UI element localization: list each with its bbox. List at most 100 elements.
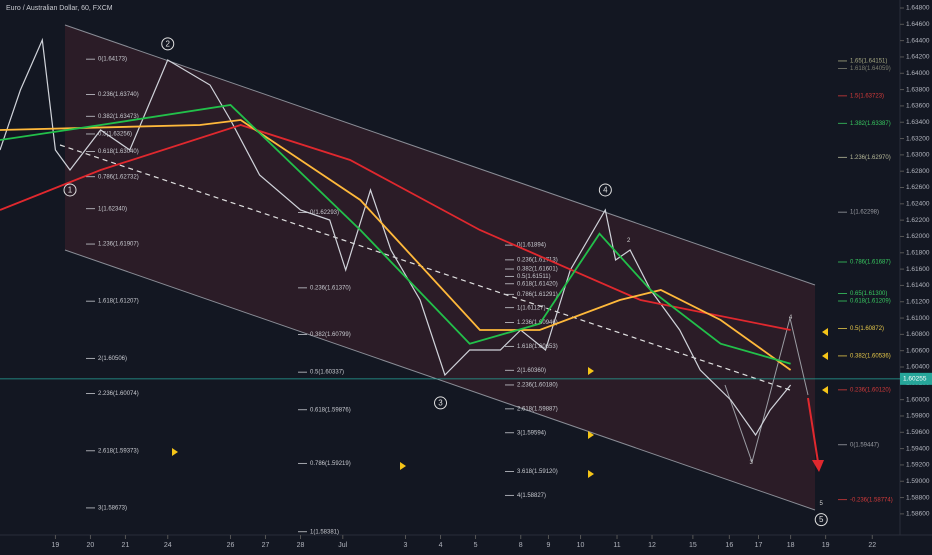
fib-label: 0.786(1.61291): [517, 292, 558, 298]
fib-label: 1(1.62340): [98, 206, 127, 212]
fib-label: 0.786(1.62732): [98, 174, 139, 180]
fib-label: 1(1.58381): [310, 529, 339, 535]
subwave-label: 3: [750, 460, 754, 466]
fib-label: 0.5(1.63256): [98, 132, 132, 138]
fib-label: 0.618(1.61420): [517, 281, 558, 287]
y-tick-label: 1.60800: [906, 331, 930, 338]
fib-label: 2.236(1.60180): [517, 383, 558, 389]
wave-circle: [63, 183, 77, 197]
y-tick-label: 1.60000: [906, 396, 930, 403]
x-tick-label: 26: [227, 542, 235, 549]
y-tick-label: 1.62200: [906, 217, 930, 224]
arrow: [822, 352, 828, 360]
x-tick-label: 12: [648, 542, 656, 549]
x-tick-label: 24: [164, 542, 172, 549]
y-tick-label: 1.64600: [906, 21, 930, 28]
arrow: [822, 328, 828, 336]
fib-label: 0(1.64173): [98, 57, 127, 63]
y-tick-label: 1.61000: [906, 315, 930, 322]
fib-label: 0(1.61894): [517, 243, 546, 249]
x-tick-label: 11: [613, 542, 620, 549]
y-tick-label: 1.60400: [906, 364, 930, 371]
y-tick-label: 1.58600: [906, 511, 930, 518]
fib-label: 0.236(1.60120): [850, 387, 891, 393]
fib-label: 0.65(1.61300): [850, 291, 887, 297]
fib-label: 1.618(1.61207): [98, 299, 139, 305]
fib-label: -0.236(1.58774): [850, 497, 893, 503]
fib-label: 0(1.62293): [310, 210, 339, 216]
x-tick-label: 3: [404, 542, 408, 549]
y-tick-label: 1.59600: [906, 429, 930, 436]
series-line: [0, 104, 791, 365]
y-tick-label: 1.59000: [906, 478, 930, 485]
series-line: [0, 37, 792, 437]
last-price-label: 1.60255: [903, 376, 927, 383]
x-tick-label: 19: [52, 542, 60, 549]
y-tick-label: 1.60600: [906, 347, 930, 354]
fib-label: 0.786(1.59219): [310, 461, 351, 467]
y-tick-label: 1.59200: [906, 462, 930, 469]
fib-label: 0.618(1.63040): [98, 149, 139, 155]
x-tick-label: 10: [577, 542, 585, 549]
x-tick-label: 21: [122, 542, 130, 549]
x-tick-label: 5: [474, 542, 478, 549]
wave-label: 4: [603, 186, 608, 195]
fib-label: 0.5(1.60872): [850, 326, 884, 332]
wave-label: 5: [819, 515, 824, 524]
y-tick-label: 1.61400: [906, 282, 930, 289]
y-tick-label: 1.63400: [906, 119, 930, 126]
arrows: [172, 328, 828, 478]
fib-label: 2.236(1.60074): [98, 391, 139, 397]
y-tick-label: 1.63800: [906, 86, 930, 93]
y-tick-label: 1.64400: [906, 37, 930, 44]
fib-label: 1.236(1.60946): [517, 320, 558, 326]
y-tick-label: 1.59800: [906, 413, 930, 420]
fib-label: 1.5(1.63723): [850, 93, 884, 99]
series-line: [0, 124, 791, 331]
fib-label: 2.618(1.59887): [517, 406, 558, 412]
x-tick-label: Jul: [338, 542, 347, 549]
y-tick-label: 1.61600: [906, 266, 930, 273]
subwave-label: 4: [789, 315, 793, 321]
channel-fill: [65, 25, 815, 510]
arrow: [822, 386, 828, 394]
axes: 1.58600 1.58800 1.59000 1.59200 1.59400 1.596…: [52, 5, 930, 549]
wave-label: 2: [166, 40, 171, 49]
fib-label: 0.382(1.63473): [98, 114, 139, 120]
wave-circle: [814, 513, 828, 527]
fib-label: 3.618(1.59120): [517, 469, 558, 475]
arrow: [400, 462, 406, 470]
arrow: [588, 470, 594, 478]
y-tick-label: 1.62000: [906, 233, 930, 240]
fib-label: 0.618(1.59876): [310, 407, 351, 413]
fib-label: 2(1.60360): [517, 368, 546, 374]
arrow: [588, 367, 594, 375]
fib-label: 0.618(1.61209): [850, 299, 891, 305]
wave-circle: [161, 37, 175, 51]
channel-mid: [59, 144, 791, 391]
forecast-arrow-head: [812, 460, 824, 472]
fib-label: 0.5(1.60337): [310, 370, 344, 376]
wave-label: 1: [68, 186, 73, 195]
x-tick-label: 8: [519, 542, 523, 549]
x-tick-label: 4: [439, 542, 443, 549]
channel-lower: [64, 249, 816, 511]
arrow: [588, 431, 594, 439]
x-tick-label: 16: [725, 542, 733, 549]
fib-label: 1.618(1.60653): [517, 344, 558, 350]
fib-label: 0.5(1.61511): [517, 274, 551, 280]
x-tick-label: 19: [822, 542, 830, 549]
wave-circle: [434, 396, 448, 410]
x-tick-label: 9: [547, 542, 551, 549]
x-tick-label: 22: [868, 542, 876, 549]
x-tick-label: 20: [87, 542, 95, 549]
chart-title: Euro / Australian Dollar, 60, FXCM: [6, 5, 113, 12]
y-tick-label: 1.58800: [906, 494, 930, 501]
fib-label: 0.382(1.60536): [850, 353, 891, 359]
x-tick-label: 15: [689, 542, 697, 549]
y-tick-label: 1.61800: [906, 249, 930, 256]
x-tick-label: 28: [297, 542, 305, 549]
fib-label: 1.65(1.64151): [850, 59, 887, 65]
fib-label: 1.236(1.62970): [850, 155, 891, 161]
fib-label: 3(1.59594): [517, 430, 546, 436]
